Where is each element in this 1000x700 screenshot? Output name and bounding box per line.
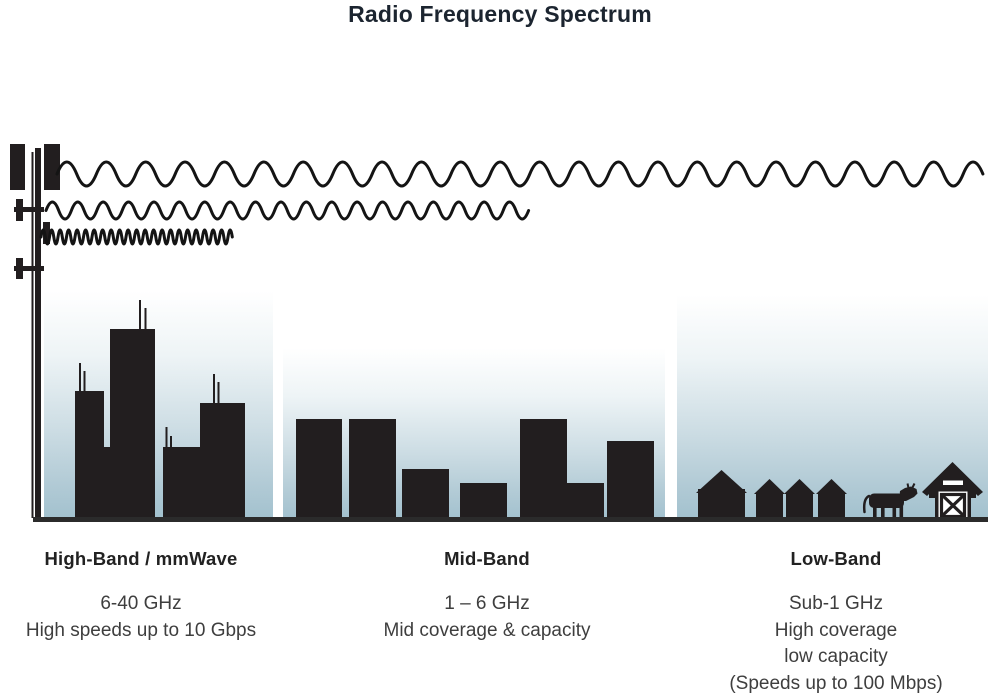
rooftop-antenna-icon <box>79 300 220 448</box>
cell-tower-icon <box>10 144 60 518</box>
ground-line <box>33 517 988 522</box>
low-band-coverage: High coverage <box>774 619 898 641</box>
high-band-label-column: High-Band / mmWave 6-40 GHz High speeds … <box>0 548 341 644</box>
house-icon <box>696 470 847 520</box>
cow-icon <box>862 483 918 520</box>
page-title: Radio Frequency Spectrum <box>348 1 652 27</box>
low-band-label-column: Low-Band Sub-1 GHz High coverage low cap… <box>636 548 1000 697</box>
mid-band-description: Mid coverage & capacity <box>383 619 591 641</box>
mid-band-frequency: 1 – 6 GHz <box>444 593 530 614</box>
high-band-description: High speeds up to 10 Gbps <box>25 619 257 641</box>
barn-icon <box>922 462 983 520</box>
high-frequency-wave <box>39 228 234 246</box>
low-band-capacity: low capacity <box>784 646 888 667</box>
high-band-frequency: 6-40 GHz <box>100 593 182 614</box>
highband-city-icon <box>75 300 245 520</box>
mid-band-heading: Mid-Band <box>444 548 530 569</box>
high-band-heading: High-Band / mmWave <box>44 548 238 569</box>
mid-frequency-wave <box>44 200 531 221</box>
lowband-rural-icon <box>696 462 983 520</box>
spectrum-illustration <box>10 144 988 522</box>
midband-city-icon <box>296 419 654 520</box>
low-band-frequency: Sub-1 GHz <box>789 593 883 614</box>
low-band-heading: Low-Band <box>790 548 882 569</box>
low-frequency-wave <box>55 160 985 188</box>
mid-band-label-column: Mid-Band 1 – 6 GHz Mid coverage & capaci… <box>287 548 687 644</box>
low-band-speed: (Speeds up to 100 Mbps) <box>729 672 943 694</box>
